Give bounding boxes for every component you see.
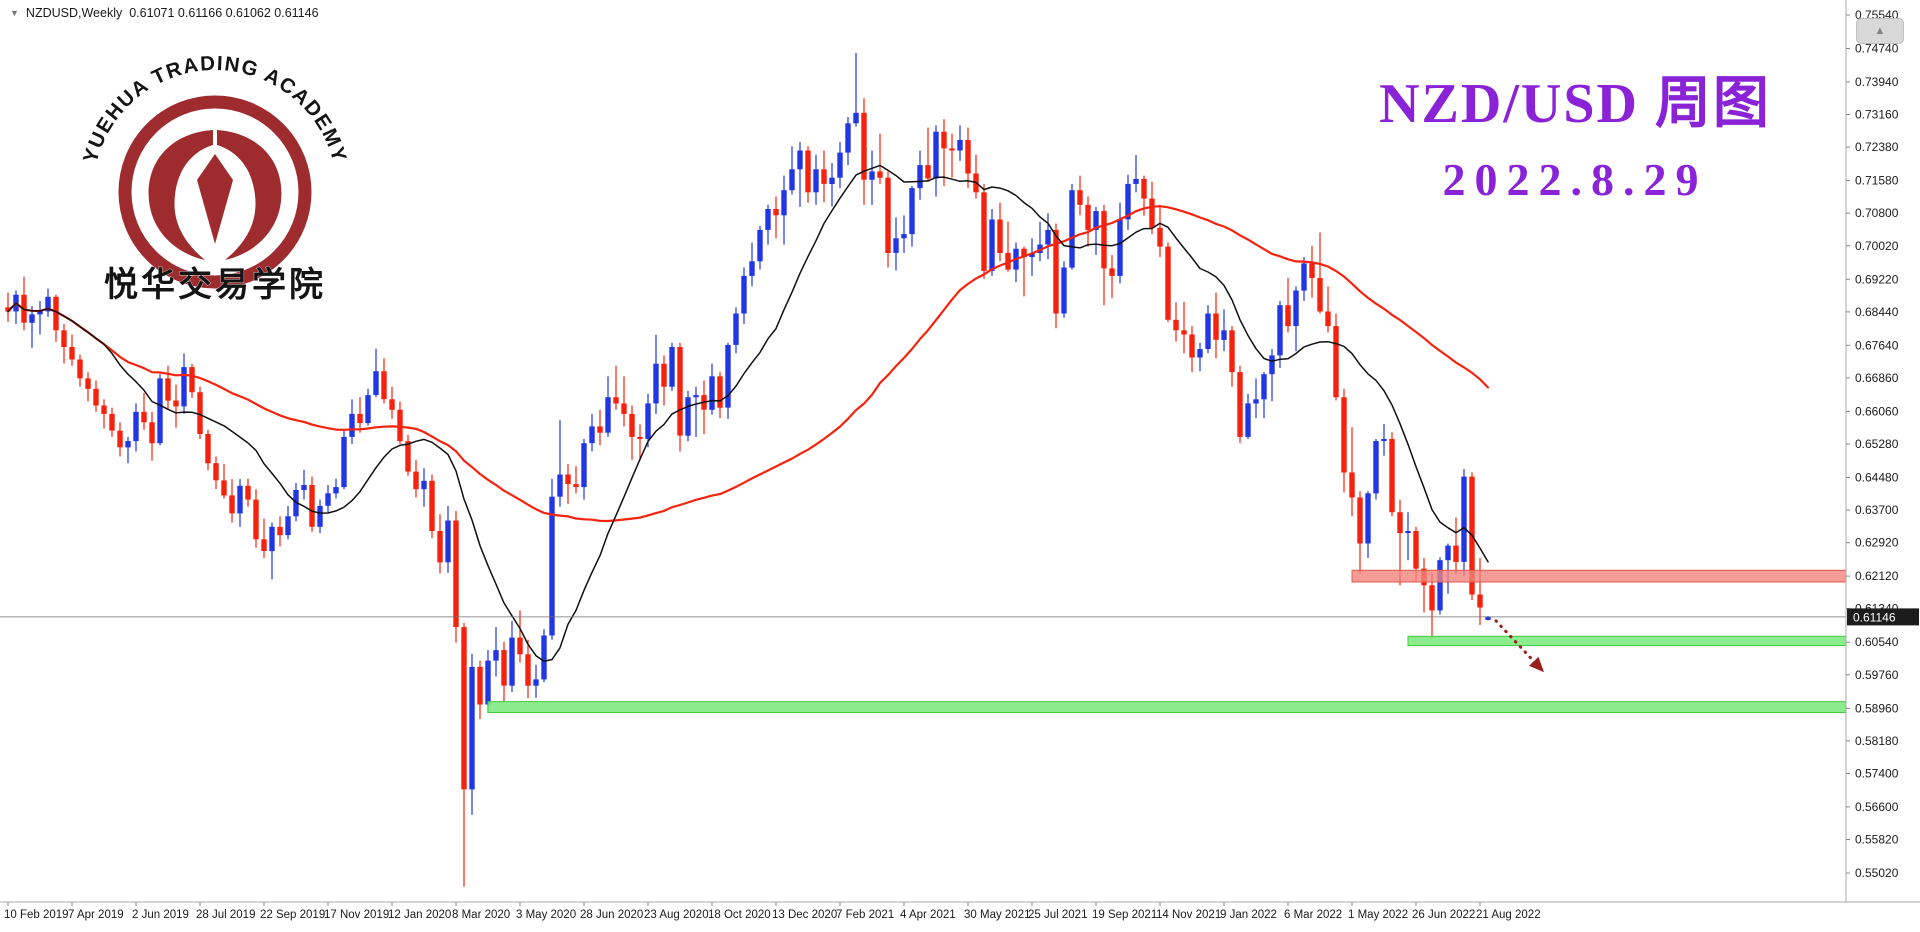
svg-text:0.63700: 0.63700 bbox=[1855, 503, 1899, 517]
svg-text:0.70800: 0.70800 bbox=[1855, 206, 1899, 220]
svg-text:0.58960: 0.58960 bbox=[1855, 701, 1899, 715]
svg-text:0.69220: 0.69220 bbox=[1855, 272, 1899, 286]
chart-date: 2022.8.29 bbox=[1442, 154, 1708, 205]
svg-text:0.59760: 0.59760 bbox=[1855, 668, 1899, 682]
svg-text:0.72380: 0.72380 bbox=[1855, 140, 1899, 154]
svg-text:7 Apr 2019: 7 Apr 2019 bbox=[68, 909, 124, 921]
chart-title: NZD/USD 周图 bbox=[1379, 73, 1771, 135]
trend-arrow bbox=[1494, 619, 1544, 673]
svg-text:12 Jan 2020: 12 Jan 2020 bbox=[388, 909, 451, 921]
svg-text:2 Jun 2019: 2 Jun 2019 bbox=[132, 909, 189, 921]
svg-text:10 Feb 2019: 10 Feb 2019 bbox=[4, 909, 69, 921]
svg-text:19 Sep 2021: 19 Sep 2021 bbox=[1092, 909, 1157, 921]
svg-text:23 Aug 2020: 23 Aug 2020 bbox=[644, 909, 709, 921]
svg-text:0.62920: 0.62920 bbox=[1855, 536, 1899, 550]
logo-ring bbox=[118, 95, 312, 289]
scroll-up-button[interactable]: ▲ bbox=[1856, 18, 1904, 44]
svg-text:22 Sep 2019: 22 Sep 2019 bbox=[260, 909, 325, 921]
resistance-zone[interactable] bbox=[1351, 569, 1847, 583]
svg-text:0.55820: 0.55820 bbox=[1855, 833, 1899, 847]
ma-slow-line bbox=[6, 205, 1490, 523]
svg-text:8 Mar 2020: 8 Mar 2020 bbox=[452, 909, 510, 921]
svg-text:0.68440: 0.68440 bbox=[1855, 305, 1899, 319]
svg-text:0.56600: 0.56600 bbox=[1855, 800, 1899, 814]
support-resistance-zones bbox=[487, 569, 1847, 713]
svg-text:0.55020: 0.55020 bbox=[1855, 866, 1899, 880]
svg-text:26 Jun 2022: 26 Jun 2022 bbox=[1412, 909, 1475, 921]
svg-text:0.60540: 0.60540 bbox=[1855, 635, 1899, 649]
chart-title-block: NZD/USD 周图 2022.8.29 bbox=[1330, 58, 1820, 206]
svg-text:0.57400: 0.57400 bbox=[1855, 767, 1899, 781]
svg-text:25 Jul 2021: 25 Jul 2021 bbox=[1028, 909, 1087, 921]
price-axis[interactable]: 0.755400.747400.739400.731600.723800.715… bbox=[1846, 8, 1899, 880]
svg-text:1 May 2022: 1 May 2022 bbox=[1348, 909, 1408, 921]
svg-text:28 Jul 2019: 28 Jul 2019 bbox=[196, 909, 255, 921]
svg-text:0.71580: 0.71580 bbox=[1855, 174, 1899, 188]
svg-text:18 Oct 2020: 18 Oct 2020 bbox=[708, 909, 771, 921]
svg-text:0.66060: 0.66060 bbox=[1855, 404, 1899, 418]
svg-text:0.58180: 0.58180 bbox=[1855, 734, 1899, 748]
symbol-timeframe-label: NZDUSD,Weekly bbox=[25, 6, 123, 20]
support-zone-lower[interactable] bbox=[487, 701, 1847, 713]
time-axis[interactable]: 10 Feb 2019 7 Apr 2019 2 Jun 2019 28 Jul 20… bbox=[4, 902, 1541, 921]
svg-text:28 Jun 2020: 28 Jun 2020 bbox=[580, 909, 643, 921]
svg-text:6 Mar 2022: 6 Mar 2022 bbox=[1284, 909, 1342, 921]
svg-text:0.61146: 0.61146 bbox=[1853, 610, 1896, 624]
svg-text:0.64480: 0.64480 bbox=[1855, 471, 1899, 485]
svg-text:3 May 2020: 3 May 2020 bbox=[516, 909, 576, 921]
ma-fast-line bbox=[7, 164, 1489, 663]
svg-text:13 Dec 2020: 13 Dec 2020 bbox=[772, 909, 837, 921]
svg-text:30 May 2021: 30 May 2021 bbox=[964, 909, 1031, 921]
svg-text:9 Jan 2022: 9 Jan 2022 bbox=[1220, 909, 1277, 921]
svg-text:0.65280: 0.65280 bbox=[1855, 437, 1899, 451]
svg-text:0.66860: 0.66860 bbox=[1855, 371, 1899, 385]
candlestick-series bbox=[5, 53, 1491, 887]
svg-text:4 Apr 2021: 4 Apr 2021 bbox=[900, 909, 956, 921]
scroll-up-icon: ▲ bbox=[1874, 24, 1886, 37]
logo-emblem bbox=[148, 130, 282, 260]
collapse-triangle-icon[interactable]: ▼ bbox=[10, 7, 19, 18]
svg-text:14 Nov 2021: 14 Nov 2021 bbox=[1156, 909, 1221, 921]
svg-text:0.74740: 0.74740 bbox=[1855, 42, 1899, 56]
symbol-info-bar: ▼ NZDUSD,Weekly 0.61071 0.61166 0.61062 … bbox=[10, 6, 319, 20]
svg-text:0.70020: 0.70020 bbox=[1855, 239, 1899, 253]
logo-arc-text: YUEHUA TRADING ACADEMY bbox=[79, 52, 351, 166]
svg-text:0.67640: 0.67640 bbox=[1855, 338, 1899, 352]
svg-text:17 Nov 2019: 17 Nov 2019 bbox=[324, 909, 389, 921]
ohlc-readout: 0.61071 0.61166 0.61062 0.61146 bbox=[129, 6, 319, 20]
current-price-tag: 0.61146 bbox=[1847, 608, 1919, 626]
logo-cn-text: 悦华交易学院 bbox=[104, 265, 326, 304]
svg-text:21 Aug 2022: 21 Aug 2022 bbox=[1476, 909, 1541, 921]
svg-text:0.73160: 0.73160 bbox=[1855, 108, 1899, 122]
svg-text:0.62120: 0.62120 bbox=[1855, 569, 1899, 583]
svg-text:0.73940: 0.73940 bbox=[1855, 75, 1899, 89]
support-zone-upper[interactable] bbox=[1407, 635, 1847, 646]
yuehua-academy-logo: YUEHUA TRADING ACADEMY 悦华交易学院 bbox=[62, 30, 368, 346]
svg-text:7 Feb 2021: 7 Feb 2021 bbox=[836, 909, 894, 921]
